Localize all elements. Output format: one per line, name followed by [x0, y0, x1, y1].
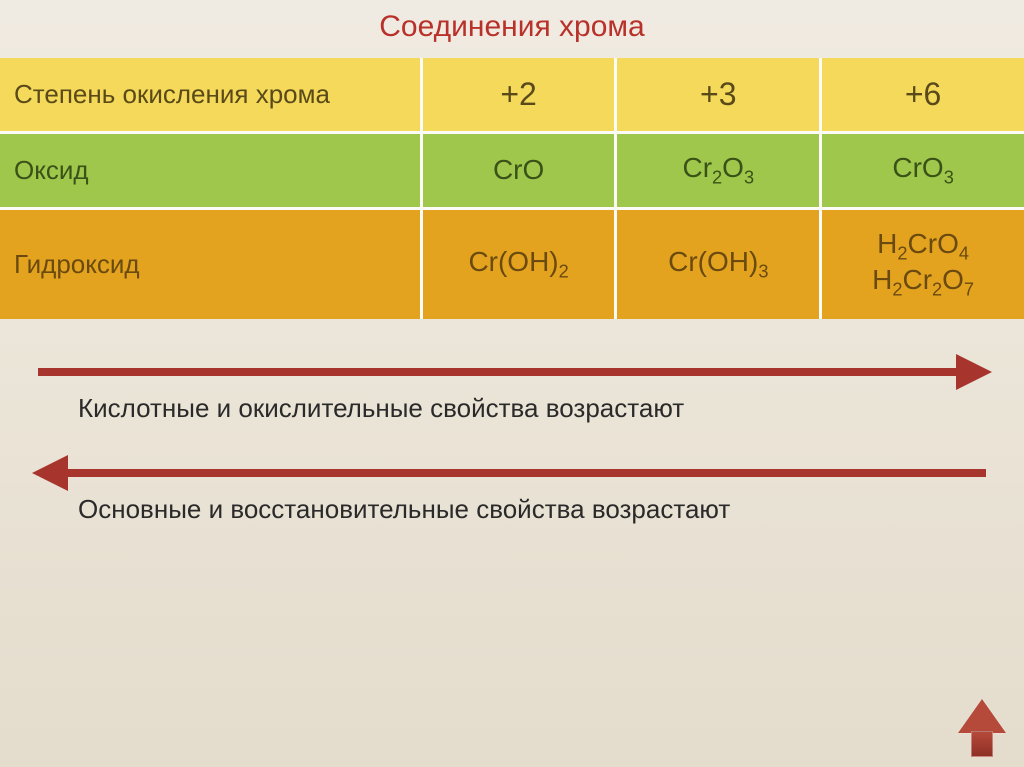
row-header-hydroxide: Гидроксид [0, 207, 420, 319]
page-up-arrow-icon[interactable] [958, 699, 1006, 757]
table-row: Гидроксид Cr(OH)2 Cr(OH)3 H2CrO4H2Cr2O7 [0, 207, 1024, 319]
arrow-left-caption: Основные и восстановительные свойства во… [38, 478, 986, 553]
arrow-left [38, 468, 986, 478]
arrow-right [38, 367, 986, 377]
oxidation-state: +2 [420, 58, 615, 131]
page-title: Соединения хрома [0, 0, 1024, 58]
formula-cell: Cr(OH)3 [614, 207, 819, 319]
formula-cell: CrO [420, 131, 615, 207]
arrow-right-caption: Кислотные и окислительные свойства возра… [38, 377, 986, 452]
formula-cell: Cr2O3 [614, 131, 819, 207]
formula-cell: CrO3 [819, 131, 1024, 207]
row-header-oxidation: Степень окисления хрома [0, 58, 420, 131]
formula-cell: H2CrO4H2Cr2O7 [819, 207, 1024, 319]
property-arrows: Кислотные и окислительные свойства возра… [0, 367, 1024, 553]
table-row: Степень окисления хрома +2 +3 +6 [0, 58, 1024, 131]
formula-cell: Cr(OH)2 [420, 207, 615, 319]
compounds-table: Степень окисления хрома +2 +3 +6 Оксид C… [0, 58, 1024, 319]
row-header-oxide: Оксид [0, 131, 420, 207]
table-row: Оксид CrO Cr2O3 CrO3 [0, 131, 1024, 207]
oxidation-state: +6 [819, 58, 1024, 131]
oxidation-state: +3 [614, 58, 819, 131]
